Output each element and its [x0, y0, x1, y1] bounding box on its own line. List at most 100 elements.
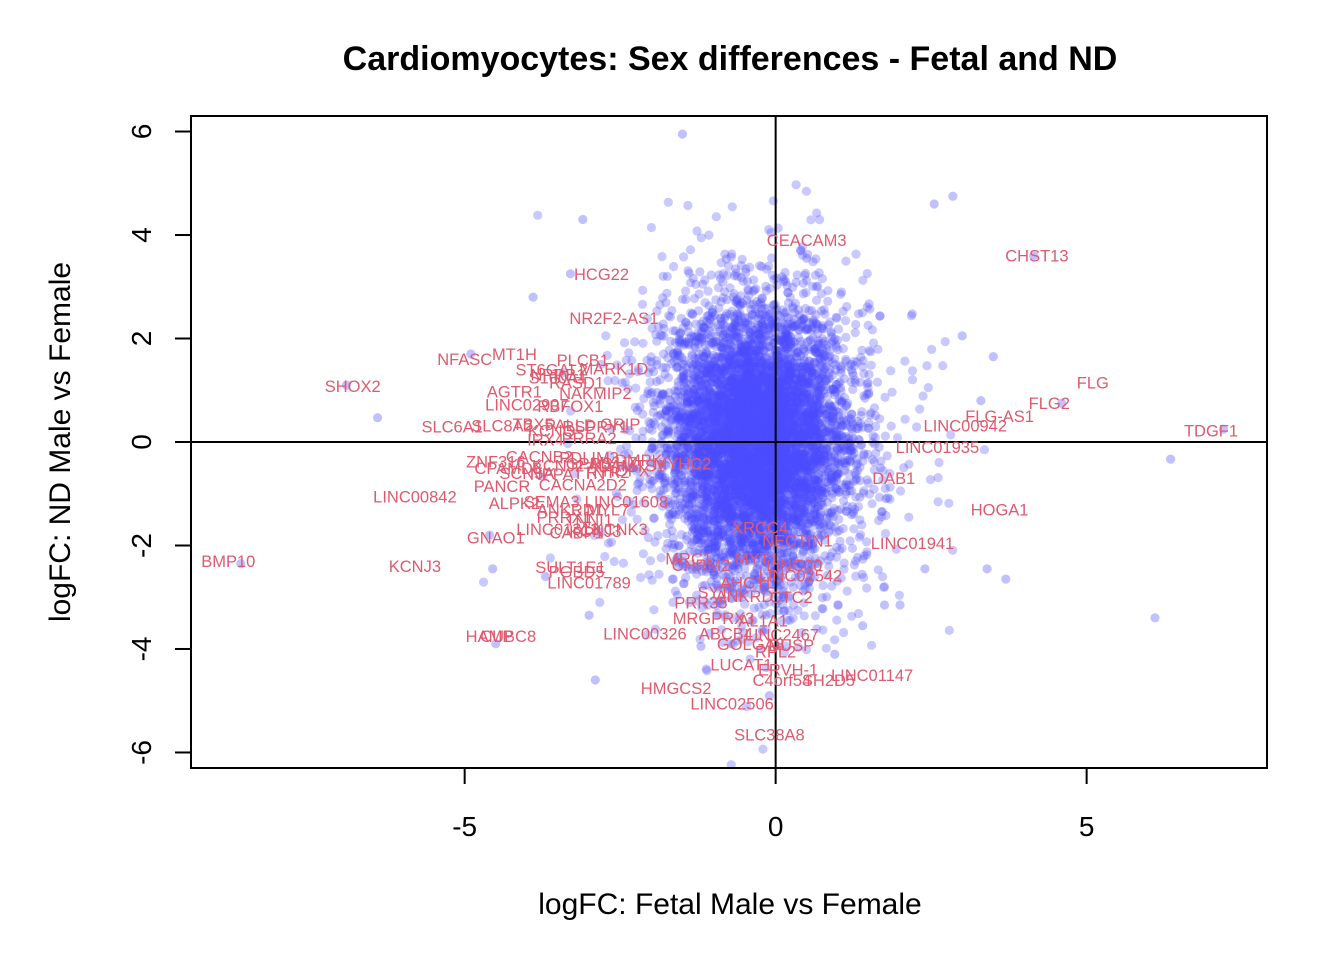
data-point [754, 391, 765, 401]
data-point [732, 409, 742, 419]
data-point [734, 356, 744, 367]
data-point [745, 455, 755, 465]
data-point [703, 286, 713, 296]
data-point [672, 453, 682, 463]
data-point [710, 450, 721, 460]
data-point [716, 297, 726, 307]
data-point [785, 459, 795, 470]
data-point [676, 313, 686, 323]
data-point [825, 317, 835, 327]
data-point [735, 426, 745, 436]
data-point [743, 472, 753, 482]
data-point [736, 380, 746, 390]
data-point [757, 341, 768, 351]
data-point [927, 344, 937, 354]
data-point [810, 474, 820, 484]
data-point [744, 556, 754, 567]
data-point [723, 492, 733, 502]
data-point [716, 317, 727, 327]
data-point [698, 451, 708, 461]
data-point [710, 383, 720, 393]
data-point [743, 465, 754, 475]
data-point [788, 386, 798, 396]
data-point [803, 389, 813, 399]
data-point [749, 462, 759, 472]
data-point [715, 521, 726, 531]
data-point [841, 256, 851, 266]
data-point [870, 410, 881, 421]
data-point [710, 536, 720, 546]
data-point [757, 358, 768, 368]
data-point [798, 388, 808, 398]
data-point [789, 457, 800, 467]
data-point [738, 506, 748, 516]
data-point [681, 286, 691, 296]
data-point [823, 286, 833, 296]
data-point [673, 476, 683, 487]
data-point [744, 431, 754, 441]
data-point [820, 451, 830, 461]
data-point [849, 524, 859, 534]
data-point [729, 496, 739, 506]
data-point [786, 336, 796, 346]
data-point [850, 328, 860, 338]
data-point [742, 342, 753, 353]
data-point [758, 448, 768, 458]
data-point [755, 342, 765, 352]
data-point [788, 318, 798, 328]
data-point [750, 520, 760, 530]
data-point [759, 414, 769, 424]
data-point [760, 506, 770, 516]
data-point [706, 465, 716, 475]
data-point [651, 356, 662, 366]
data-point [744, 335, 754, 345]
data-point [788, 600, 799, 610]
data-point [831, 552, 842, 562]
data-point [735, 485, 745, 495]
data-point [758, 389, 769, 399]
data-point [708, 432, 719, 442]
data-point [863, 320, 873, 330]
data-point [749, 456, 759, 466]
data-point [765, 490, 775, 500]
data-point [764, 403, 775, 413]
data-point [748, 456, 758, 466]
data-point [907, 366, 918, 376]
data-point [862, 379, 872, 389]
data-point [619, 338, 630, 348]
data-point [755, 442, 765, 452]
data-point [842, 501, 852, 511]
data-point [723, 450, 733, 460]
data-point [818, 625, 828, 635]
data-point [752, 449, 762, 459]
data-point [800, 530, 810, 540]
data-point [736, 393, 746, 404]
data-point [777, 511, 788, 522]
data-point [728, 467, 738, 477]
data-point [839, 393, 850, 403]
data-point [785, 472, 795, 482]
data-point [746, 506, 756, 516]
data-point [708, 350, 719, 360]
data-point [726, 436, 736, 446]
data-point [683, 442, 693, 452]
data-point [663, 373, 674, 383]
data-point [734, 405, 744, 415]
data-point [733, 404, 743, 414]
data-point [643, 386, 653, 396]
data-point [736, 348, 746, 358]
data-point [700, 379, 711, 389]
data-point [880, 392, 890, 402]
data-point [702, 487, 713, 497]
data-point [803, 407, 813, 417]
data-point [740, 510, 750, 520]
data-point [681, 504, 691, 514]
data-point [794, 325, 804, 335]
data-point [822, 340, 832, 350]
data-point [775, 421, 786, 431]
data-point [863, 383, 873, 393]
data-point [748, 386, 758, 396]
data-point [740, 516, 751, 526]
data-point [755, 461, 765, 472]
data-point [766, 361, 777, 371]
